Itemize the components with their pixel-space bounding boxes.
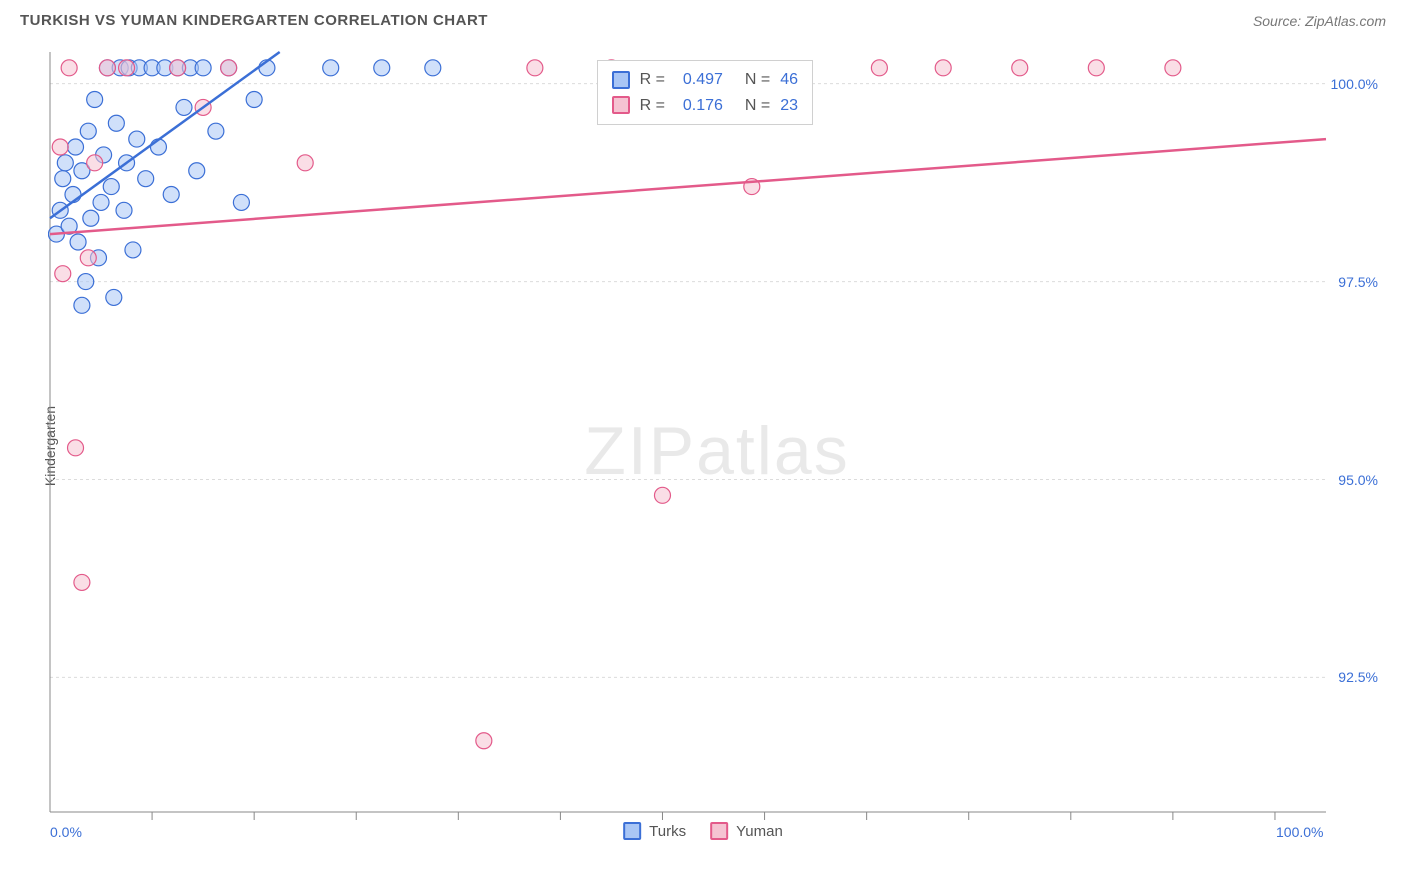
n-label: N =	[745, 93, 770, 119]
x-tick-max: 100.0%	[1276, 824, 1323, 840]
legend-swatch	[612, 96, 630, 114]
x-tick-min: 0.0%	[50, 824, 82, 840]
r-value: 0.497	[675, 67, 723, 93]
chart-area: ZIPatlas R =0.497N =46R =0.176N =23 92.5…	[48, 50, 1386, 852]
source-label: Source: ZipAtlas.com	[1253, 13, 1386, 29]
legend-label: Turks	[649, 823, 686, 840]
legend-swatch	[623, 822, 641, 840]
legend-stats: R = 0.497 N = 46 R = 0.176 N = 23	[597, 60, 813, 125]
r-label: R =	[640, 67, 665, 93]
y-tick-label: 92.5%	[1338, 669, 1378, 685]
n-value: 46	[780, 67, 798, 93]
legend-swatch	[710, 822, 728, 840]
header: TURKISH VS YUMAN KINDERGARTEN CORRELATIO…	[0, 0, 1406, 37]
legend-stat-row: R = 0.176 N = 23	[612, 93, 798, 119]
legend-item: Turks	[623, 822, 686, 840]
n-value: 23	[780, 93, 798, 119]
y-tick-label: 100.0%	[1331, 76, 1378, 92]
chart-svg	[48, 50, 1386, 852]
r-value: 0.176	[675, 93, 723, 119]
chart-title: TURKISH VS YUMAN KINDERGARTEN CORRELATIO…	[20, 12, 488, 29]
legend-item: Yuman	[710, 822, 783, 840]
legend-swatch	[612, 71, 630, 89]
legend-stat-row: R = 0.497 N = 46	[612, 67, 798, 93]
n-label: N =	[745, 67, 770, 93]
r-label: R =	[640, 93, 665, 119]
legend-bottom: Turks Yuman	[623, 822, 783, 840]
y-tick-label: 97.5%	[1338, 274, 1378, 290]
y-tick-label: 95.0%	[1338, 472, 1378, 488]
legend-label: Yuman	[736, 823, 783, 840]
